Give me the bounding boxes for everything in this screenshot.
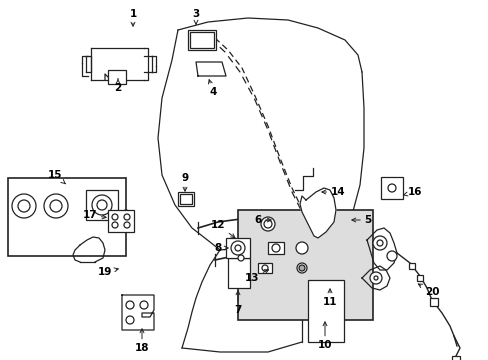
Circle shape bbox=[126, 301, 134, 309]
Circle shape bbox=[386, 251, 396, 261]
Bar bbox=[429, 298, 437, 306]
Text: 3: 3 bbox=[192, 9, 199, 24]
Text: 5: 5 bbox=[351, 215, 371, 225]
Text: 14: 14 bbox=[321, 187, 345, 197]
Text: 12: 12 bbox=[210, 220, 234, 238]
Circle shape bbox=[230, 241, 244, 255]
Bar bbox=[187, 30, 216, 50]
Circle shape bbox=[261, 217, 274, 231]
Polygon shape bbox=[122, 295, 154, 330]
Circle shape bbox=[112, 214, 118, 220]
Circle shape bbox=[122, 210, 130, 218]
Text: 15: 15 bbox=[48, 170, 65, 184]
Bar bbox=[416, 275, 422, 281]
Bar bbox=[180, 194, 192, 204]
Text: 17: 17 bbox=[82, 210, 106, 220]
Circle shape bbox=[112, 222, 118, 228]
Circle shape bbox=[387, 184, 395, 192]
Circle shape bbox=[140, 301, 148, 309]
Circle shape bbox=[264, 220, 271, 228]
Text: 13: 13 bbox=[244, 270, 268, 283]
Text: 10: 10 bbox=[317, 322, 331, 350]
Circle shape bbox=[124, 222, 130, 228]
Circle shape bbox=[372, 236, 386, 250]
Text: 11: 11 bbox=[322, 289, 337, 307]
Circle shape bbox=[12, 194, 36, 218]
Circle shape bbox=[298, 265, 305, 271]
Circle shape bbox=[262, 265, 267, 271]
Circle shape bbox=[235, 245, 241, 251]
Circle shape bbox=[369, 272, 381, 284]
Text: 18: 18 bbox=[135, 329, 149, 353]
Bar bbox=[408, 263, 414, 269]
Text: 2: 2 bbox=[114, 79, 122, 93]
Circle shape bbox=[373, 276, 377, 280]
Text: 16: 16 bbox=[403, 187, 421, 197]
Text: 9: 9 bbox=[181, 173, 188, 191]
Bar bbox=[227, 258, 249, 288]
Circle shape bbox=[296, 263, 306, 273]
Text: 19: 19 bbox=[98, 267, 118, 277]
Bar bbox=[307, 280, 343, 342]
Bar bbox=[108, 210, 134, 232]
Bar bbox=[238, 210, 372, 320]
Polygon shape bbox=[196, 62, 225, 76]
Circle shape bbox=[376, 240, 382, 246]
Circle shape bbox=[124, 214, 130, 220]
Circle shape bbox=[126, 316, 134, 324]
Circle shape bbox=[18, 200, 30, 212]
Circle shape bbox=[271, 244, 280, 252]
Text: 7: 7 bbox=[234, 291, 241, 315]
Bar bbox=[451, 356, 459, 360]
Bar bbox=[178, 192, 194, 206]
Text: 4: 4 bbox=[208, 80, 216, 97]
Text: 20: 20 bbox=[417, 284, 438, 297]
Bar bbox=[190, 32, 214, 48]
Circle shape bbox=[50, 200, 62, 212]
Circle shape bbox=[295, 242, 307, 254]
Circle shape bbox=[44, 194, 68, 218]
Bar bbox=[225, 238, 249, 258]
Text: 6: 6 bbox=[254, 215, 270, 225]
Bar bbox=[108, 70, 126, 84]
Bar bbox=[8, 178, 126, 256]
Text: 8: 8 bbox=[214, 243, 228, 253]
Text: 1: 1 bbox=[129, 9, 136, 26]
Bar bbox=[258, 263, 271, 273]
Circle shape bbox=[97, 200, 107, 210]
Bar bbox=[86, 190, 118, 220]
Polygon shape bbox=[299, 188, 335, 238]
Bar bbox=[267, 242, 284, 254]
Circle shape bbox=[92, 195, 112, 215]
Circle shape bbox=[238, 255, 244, 261]
